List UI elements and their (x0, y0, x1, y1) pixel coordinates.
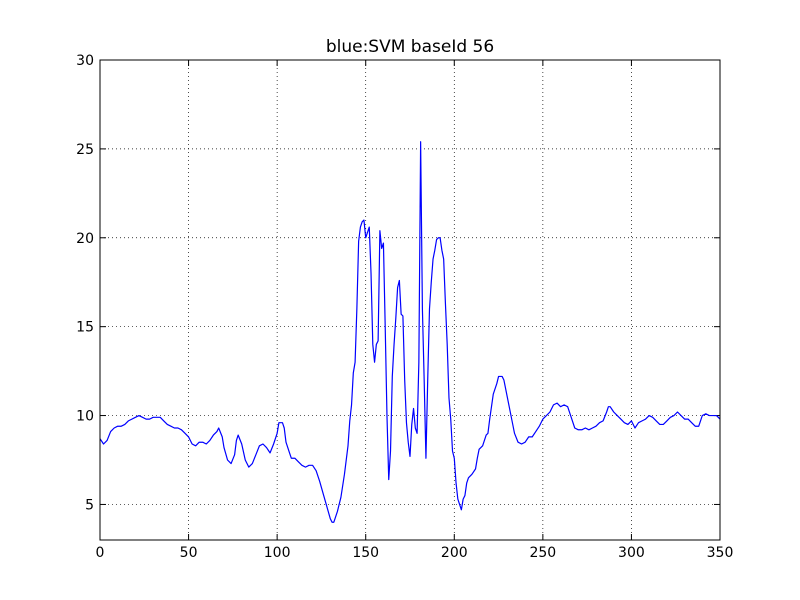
x-tick-label: 350 (707, 545, 734, 561)
x-tick-label: 50 (180, 545, 198, 561)
x-tick-label: 100 (264, 545, 291, 561)
x-tick-label: 0 (96, 545, 105, 561)
y-tick-label: 25 (76, 142, 94, 158)
y-tick-label: 10 (76, 409, 94, 425)
data-line (99, 141, 721, 523)
x-tick-label: 200 (441, 545, 468, 561)
x-tick-label: 250 (529, 545, 556, 561)
y-tick-label: 15 (76, 320, 94, 336)
y-tick-label: 20 (76, 231, 94, 247)
y-tick-label: 5 (85, 497, 94, 513)
x-tick-label: 300 (618, 545, 645, 561)
plot-frame (99, 59, 721, 541)
y-tick-label: 30 (76, 53, 94, 69)
chart-title: blue:SVM baseId 56 (326, 37, 494, 57)
x-tick-label: 150 (352, 545, 379, 561)
